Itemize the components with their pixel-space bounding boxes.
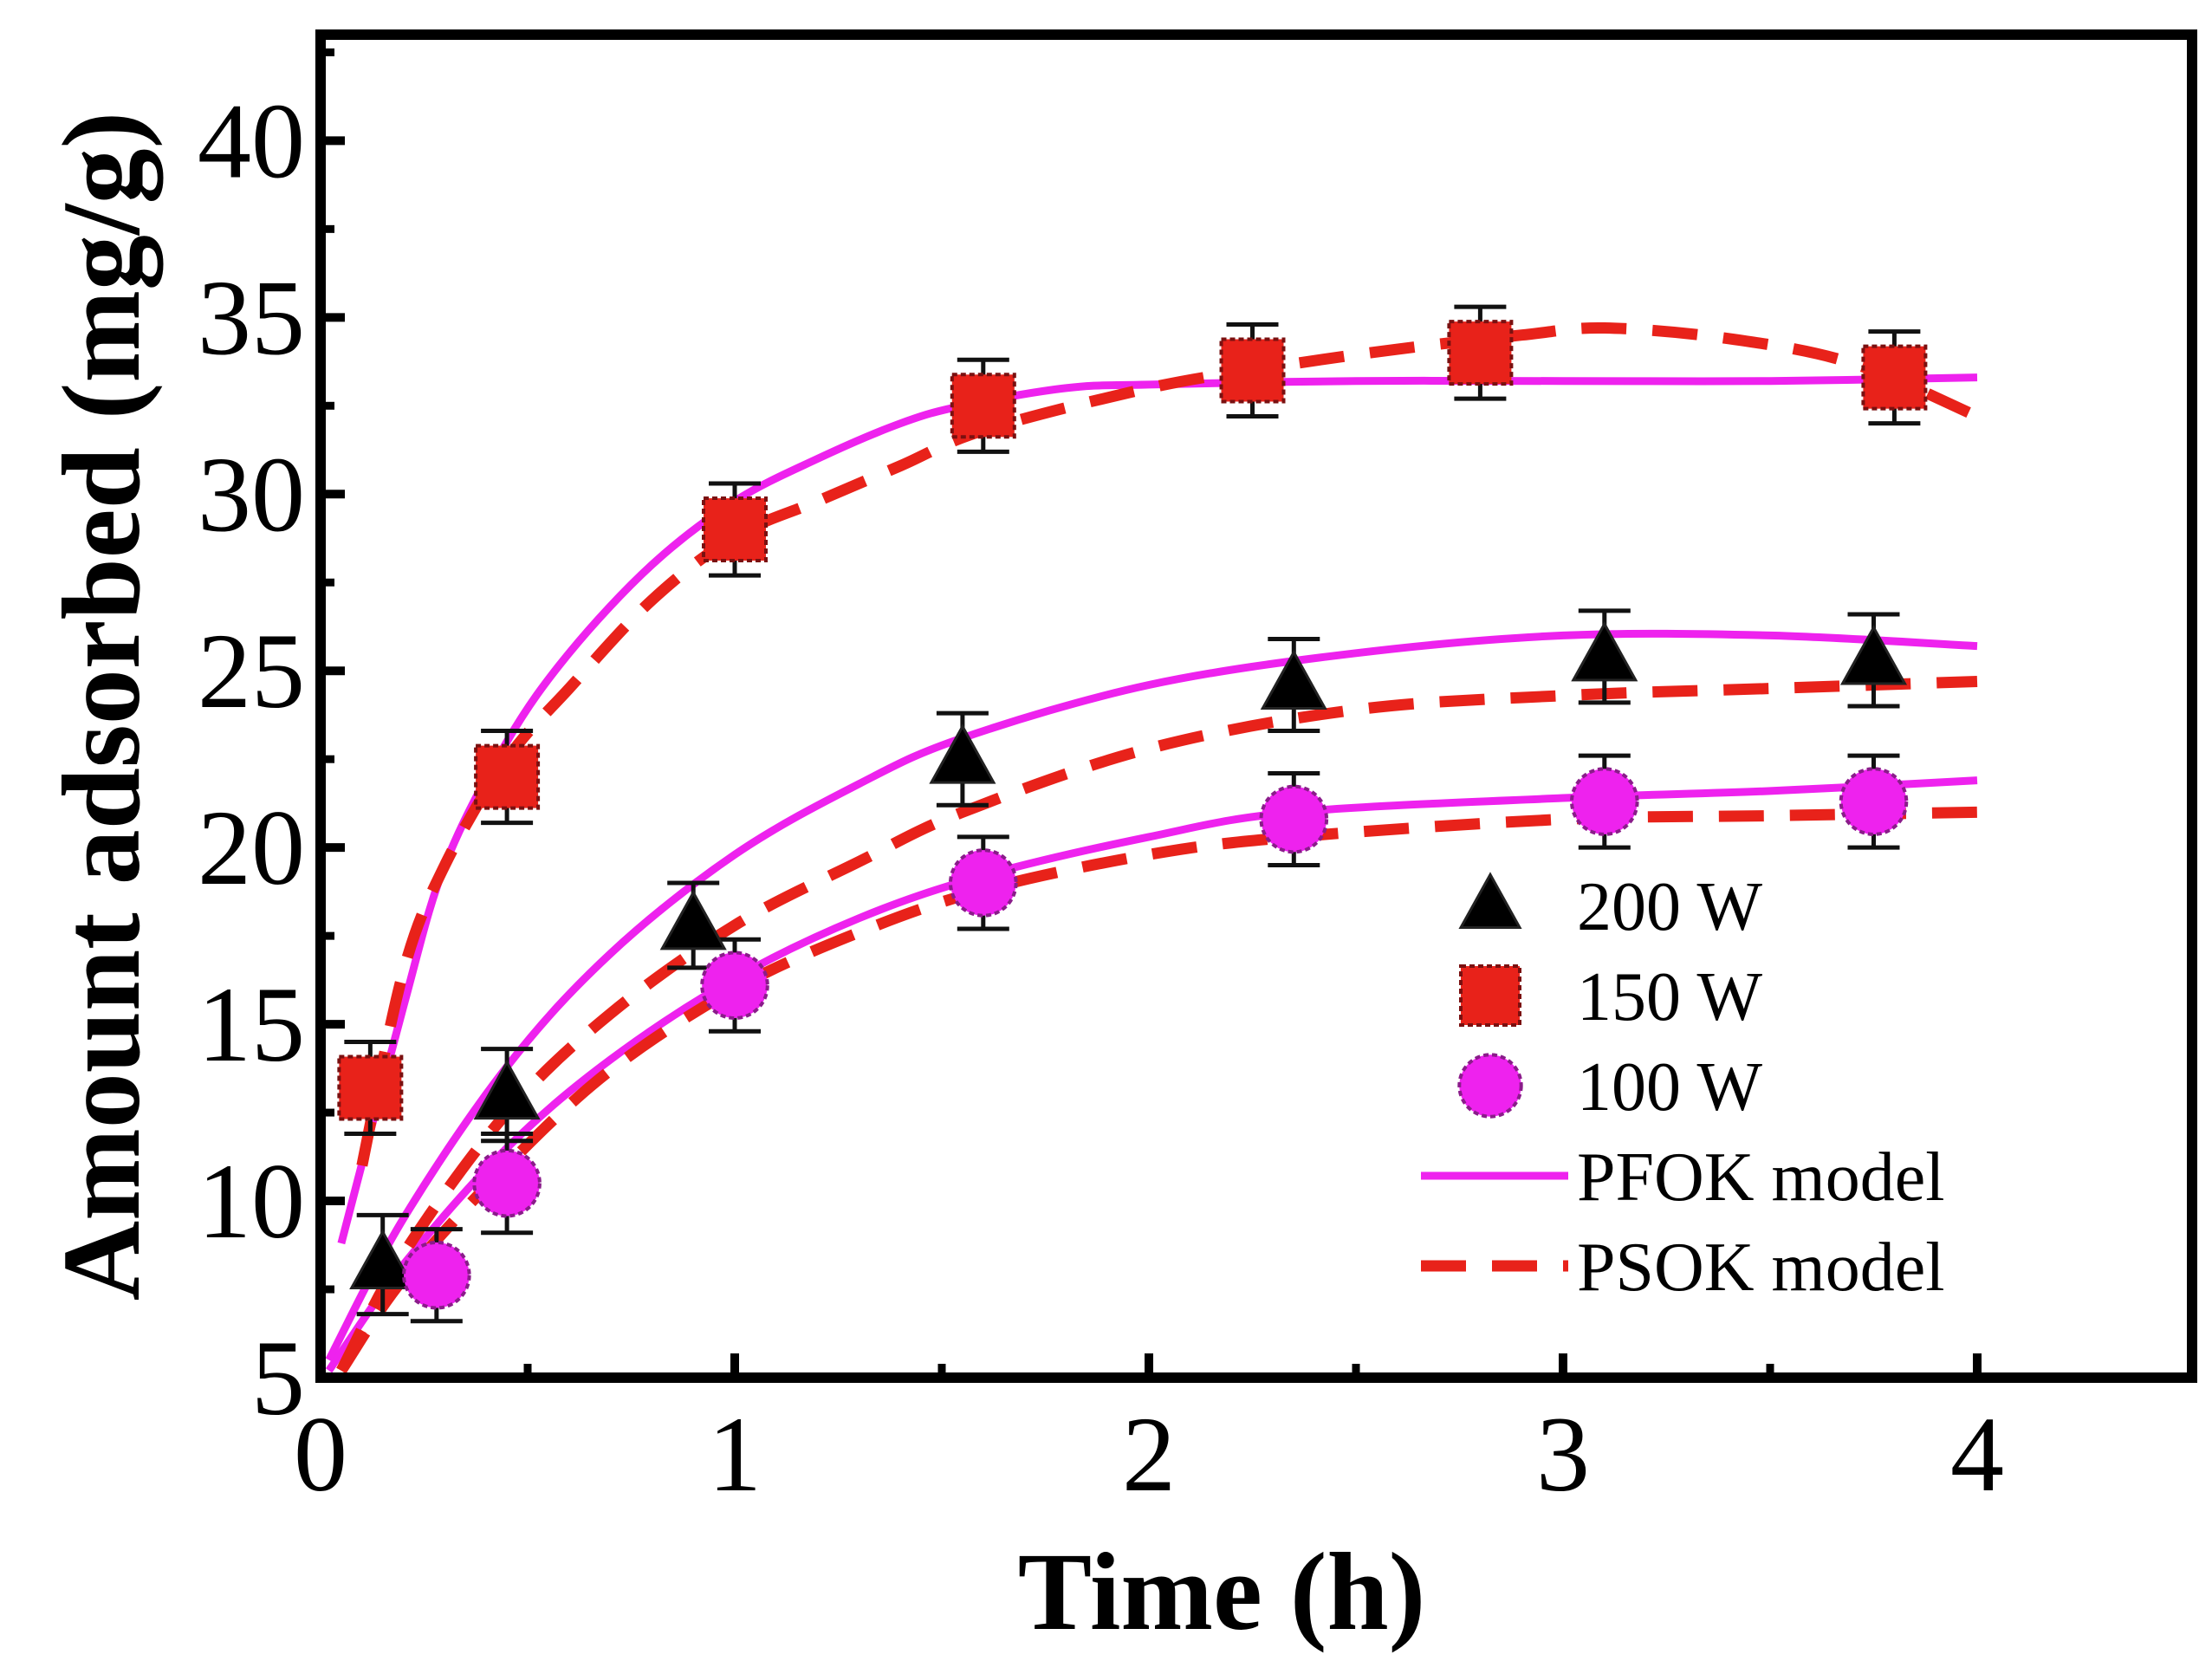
legend-marker-square — [1459, 964, 1521, 1027]
data-point-circle — [1570, 767, 1639, 836]
legend-marker-triangle — [1458, 872, 1522, 929]
data-point-triangle — [1839, 625, 1908, 685]
y-tick-label: 35 — [198, 258, 305, 377]
legend-label: 100 W — [1577, 1049, 1763, 1126]
y-tick-label: 5 — [251, 1319, 305, 1437]
axes: 0 1 2 3 4 5 10 15 20 25 30 35 40 — [198, 48, 2004, 1514]
data-point-circle — [402, 1240, 471, 1310]
x-tick-label: 4 — [1950, 1395, 2004, 1514]
pfok-model-curve — [337, 373, 1978, 1245]
x-tick-label: 2 — [1122, 1395, 1176, 1514]
data-point-circle — [700, 951, 769, 1021]
y-tick-label: 15 — [198, 965, 305, 1084]
data-markers — [337, 320, 1928, 1310]
data-point-circle — [949, 848, 1018, 918]
data-point-circle — [472, 1148, 542, 1218]
y-tick-label: 10 — [198, 1142, 305, 1261]
data-point-square — [702, 496, 768, 563]
data-point-triangle — [349, 1229, 417, 1289]
x-tick-label: 0 — [294, 1395, 347, 1514]
legend-label: 200 W — [1577, 869, 1763, 945]
legend-label: PSOK model — [1577, 1230, 1945, 1306]
x-axis-title: Time (h) — [1018, 1530, 1426, 1653]
plot-frame — [315, 29, 2197, 1383]
legend-label: 150 W — [1577, 959, 1763, 1035]
legend-marker-circle — [1457, 1053, 1523, 1119]
data-point-triangle — [659, 890, 727, 951]
y-tick-label: 30 — [198, 435, 305, 554]
legend-label: PFOK model — [1577, 1139, 1945, 1216]
data-point-square — [1219, 337, 1286, 404]
y-tick-label: 40 — [198, 81, 305, 200]
data-point-triangle — [1571, 621, 1638, 682]
y-tick-label: 25 — [198, 612, 305, 730]
data-point-triangle — [473, 1059, 541, 1120]
data-point-square — [950, 373, 1016, 439]
x-tick-label: 1 — [708, 1395, 762, 1514]
data-point-square — [1447, 320, 1514, 386]
data-point-triangle — [1260, 649, 1327, 710]
data-point-triangle — [929, 723, 996, 784]
data-point-square — [337, 1054, 404, 1121]
data-point-square — [1861, 344, 1928, 411]
data-point-circle — [1259, 784, 1329, 854]
data-point-circle — [1839, 767, 1909, 836]
x-tick-label: 3 — [1536, 1395, 1590, 1514]
y-tick-label: 20 — [198, 788, 305, 907]
legend: 200 W 150 W 100 W PFOK model PSOK model — [1421, 869, 1945, 1306]
y-axis-title: Amount adsorbed (mg/g) — [40, 112, 163, 1301]
data-point-square — [474, 743, 541, 810]
